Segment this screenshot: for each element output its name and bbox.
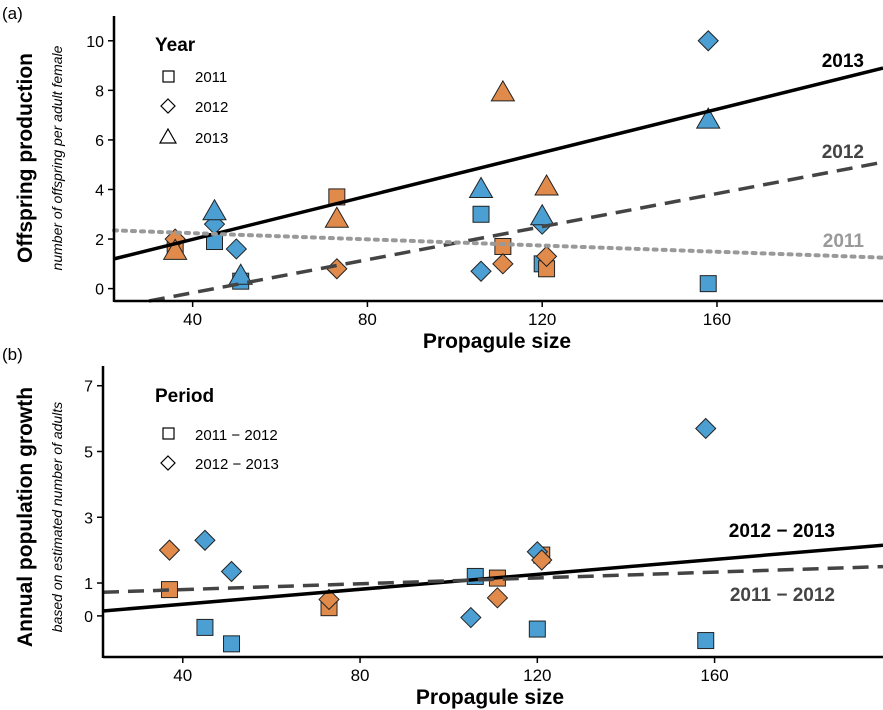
a-point-diamond-orange [535,245,558,268]
legend-entry-2012: 2012 [195,99,228,116]
panel-b-y-label: Annual population growth [14,387,37,647]
a-y-tick-label: 6 [95,133,104,150]
a-point-triangle-blue [695,107,721,129]
b-point-diamond-blue [220,560,243,583]
line-label-2011: 2011 [823,231,865,252]
panel-b-x-label: Propagule size [416,686,564,709]
a-point-square-orange [494,237,512,255]
line-label-2013: 2013 [822,51,864,72]
legend-square-symbol [162,427,175,440]
a-y-tick-label: 0 [95,282,104,299]
a-trend-line-solid [113,66,883,261]
b-point-diamond-blue [194,529,216,551]
a-point-triangle-blue [202,198,227,221]
panel-a-legend: Year 2011 2012 2013 [155,35,228,147]
b-x-tick-label: 120 [523,666,551,685]
b-point-square-blue [528,620,546,638]
panel-a-y-label: Offspring production [14,53,37,263]
a-point-diamond-blue [470,260,492,282]
b-point-square-blue [196,618,214,636]
a-x-tick-label: 120 [528,310,556,329]
a-point-triangle-blue [468,176,494,198]
b-x-tick-label: 160 [700,666,728,685]
b-point-diamond-blue [695,417,717,440]
a-trend-line-dotted [112,228,883,260]
a-point-triangle-orange [324,206,350,228]
legend-diamond-symbol [160,98,176,114]
a-trend-line-dashed [148,160,883,303]
panel-a-label: (a) [2,4,23,23]
a-point-diamond-blue [225,238,248,260]
a-point-square-blue [472,205,490,223]
b-trend-line-dashed [102,564,883,594]
b-point-diamond-orange [158,539,181,561]
a-x-tick-label: 160 [703,310,731,329]
a-point-triangle-orange [490,79,516,102]
a-point-triangle-blue [228,263,254,285]
a-x-tick-label: 80 [358,310,377,329]
panel-a-y-sublabel: number of offspring per adult female [49,45,65,270]
a-point-triangle-orange [534,173,559,196]
line-label-2012-2013: 2012 − 2013 [729,521,835,542]
panel-b-y-sublabel: based on estimated number of adults [49,402,65,632]
legend-square-symbol [162,70,175,83]
panel-b-marks [102,417,883,653]
b-point-diamond-orange [531,549,553,571]
legend-entry-2011-2012: 2011 − 2012 [195,427,278,444]
b-point-diamond-orange [318,588,340,611]
a-point-diamond-orange [492,253,514,275]
b-y-tick-label: 0 [84,609,93,626]
b-x-tick-label: 80 [351,666,370,685]
a-y-tick-label: 8 [95,83,104,100]
a-x-tick-label: 40 [183,310,202,329]
panel-a: (a) 0 2 4 6 8 10 40 80 120 160 Propagule size Of… [2,4,883,353]
a-y-tick-label: 4 [95,182,104,199]
a-point-triangle-orange [162,238,188,260]
panel-a-legend-title: Year [155,35,196,56]
b-y-tick-label: 3 [84,510,93,527]
b-point-square-blue [697,632,715,650]
line-label-2012: 2012 [822,142,864,163]
b-point-diamond-orange [486,587,509,609]
panel-a-y-ticks: 0 2 4 6 8 10 [86,34,114,299]
b-point-diamond-blue [460,606,482,629]
a-point-triangle-blue [529,203,555,226]
a-point-square-blue [699,275,717,293]
legend-entry-2011: 2011 [195,69,227,86]
a-point-diamond-blue [697,30,719,52]
legend-triangle-symbol [158,127,178,144]
a-y-tick-label: 10 [86,34,104,51]
b-point-square-blue [223,635,241,653]
b-y-tick-label: 5 [84,444,93,461]
panel-b-label: (b) [2,345,23,364]
panel-a-marks [112,30,883,303]
panel-b-legend: Period 2011 − 2012 2012 − 2013 [155,386,279,473]
a-point-diamond-orange [326,258,348,280]
b-x-tick-label: 40 [173,666,192,685]
legend-entry-2012-2013: 2012 − 2013 [195,456,279,473]
line-label-2011-2012: 2011 − 2012 [730,585,835,606]
b-point-square-blue [466,567,484,585]
panel-a-x-ticks: 40 80 120 160 [183,301,731,329]
b-y-tick-label: 1 [84,576,93,593]
panel-b-legend-title: Period [155,386,214,407]
panel-b-x-ticks: 40 80 120 160 [173,657,729,685]
panel-b-y-ticks: 0 1 3 5 7 [84,379,103,626]
panel-a-x-label: Propagule size [423,330,571,353]
b-y-tick-label: 7 [84,379,93,396]
panel-b: (b) 0 1 3 5 7 40 80 120 160 Propagule size Annu… [2,345,883,709]
legend-diamond-symbol [160,455,176,471]
legend-entry-2013: 2013 [195,130,228,147]
a-y-tick-label: 2 [95,232,104,249]
